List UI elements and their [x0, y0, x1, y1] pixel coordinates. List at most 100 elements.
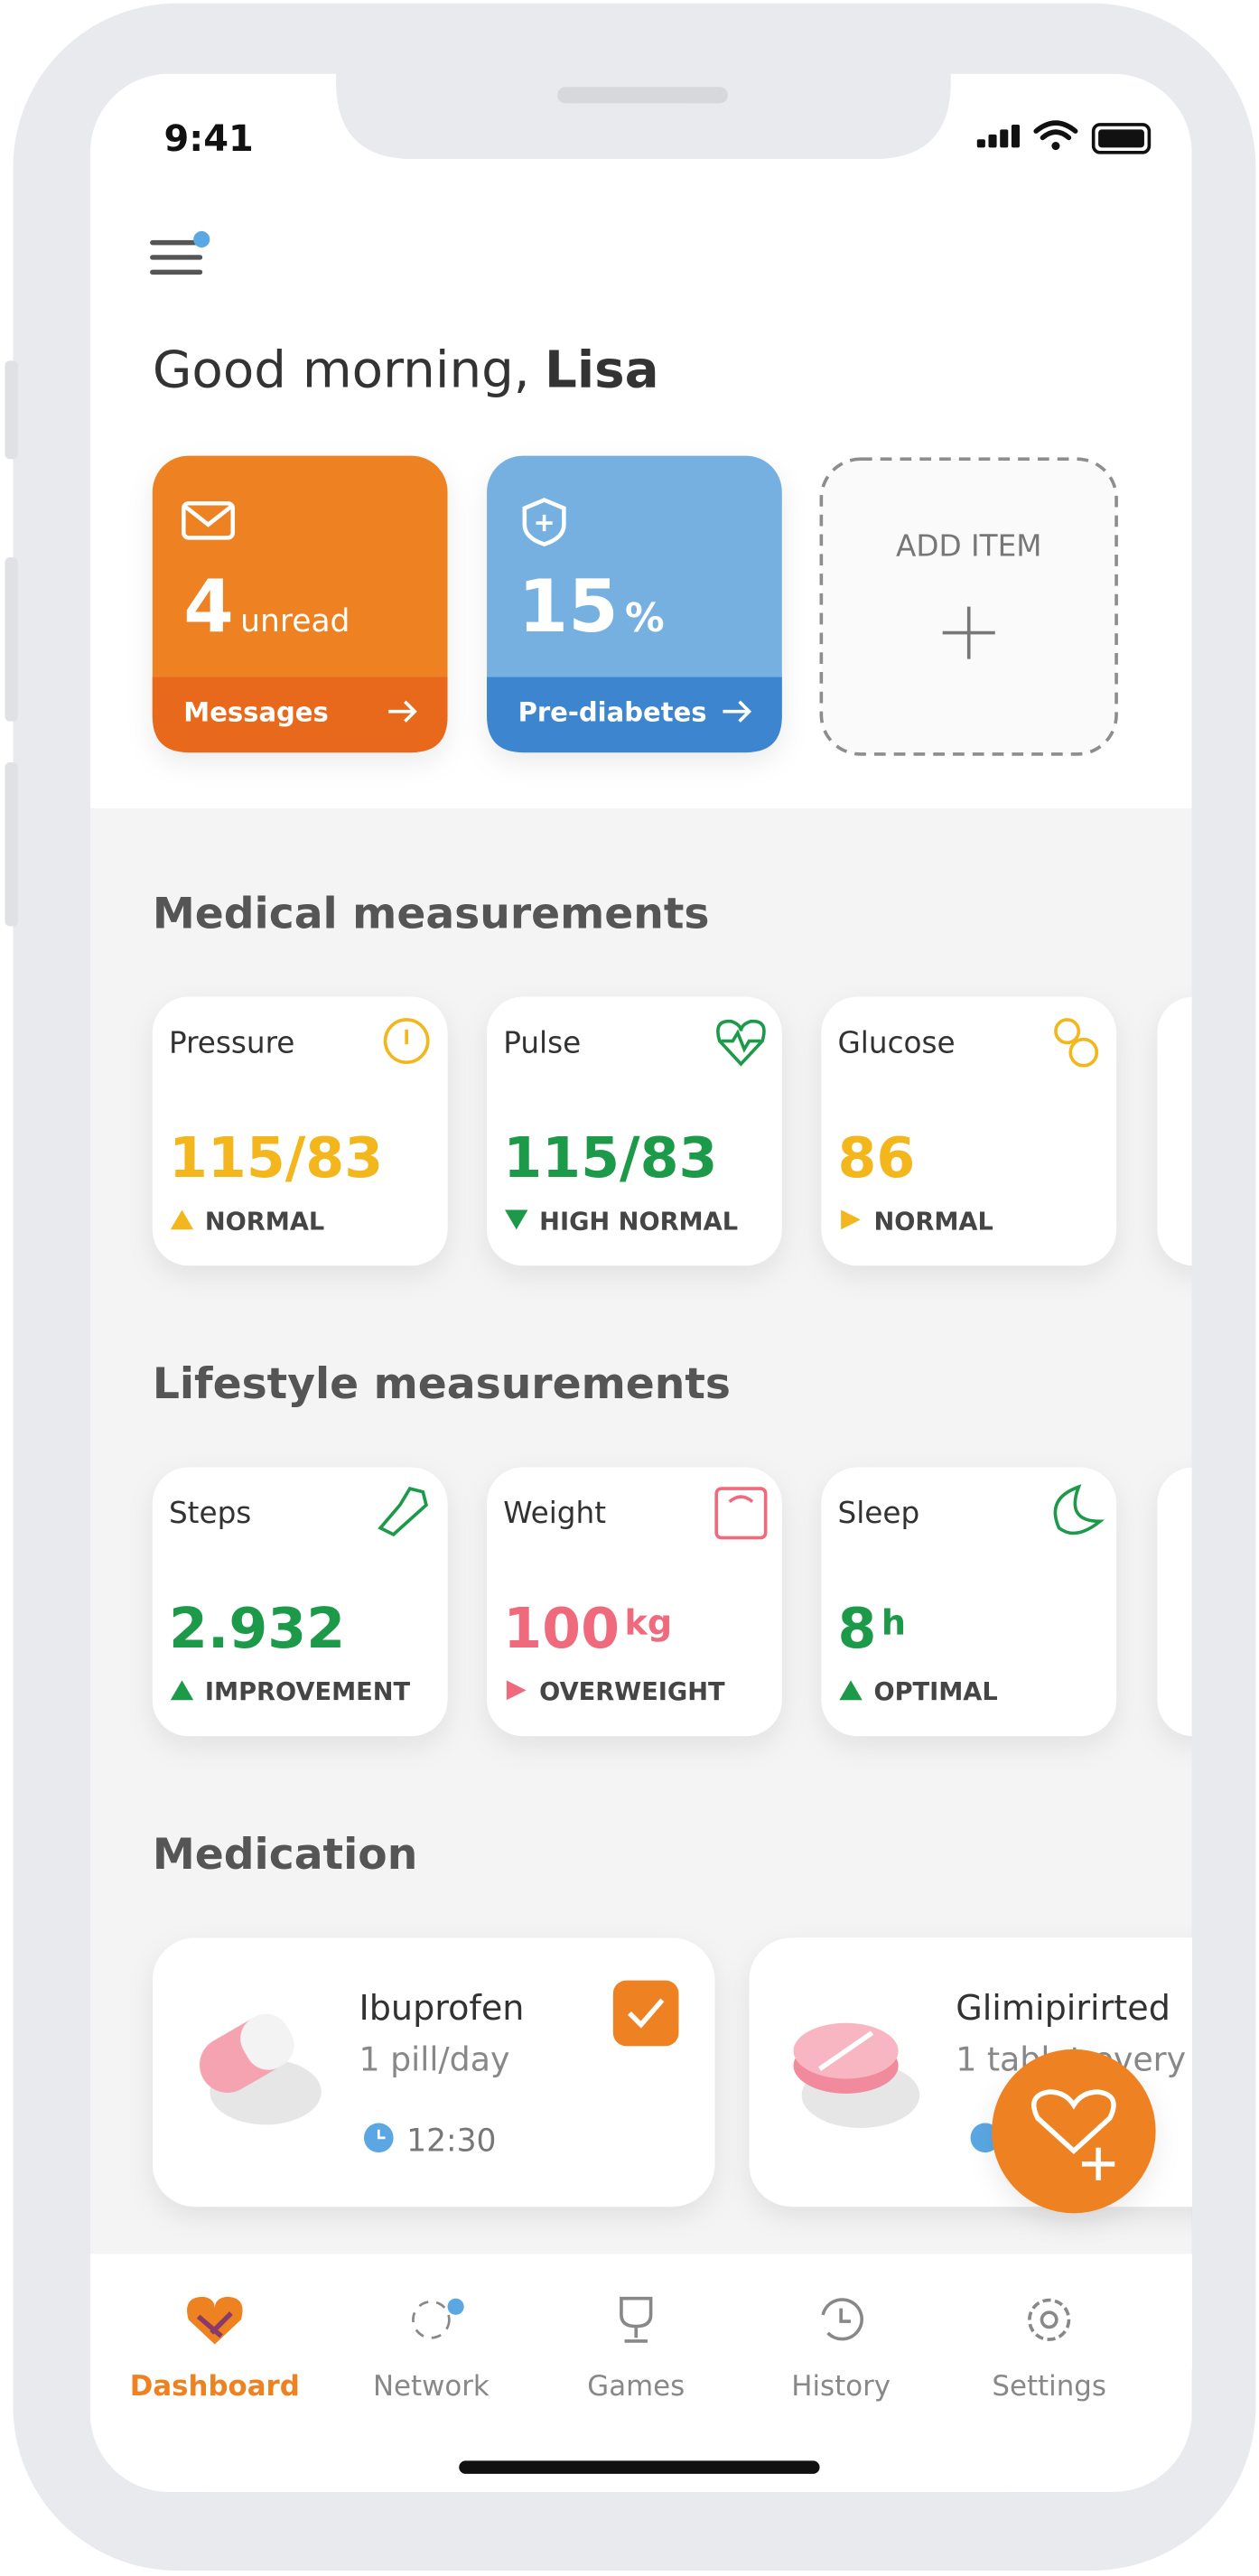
pill-half: [240, 2013, 294, 2070]
section-title: Lifestyle measurements: [153, 1359, 731, 1409]
greeting-name: Lisa: [545, 341, 659, 399]
checkbox[interactable]: [612, 1980, 679, 2047]
envelope-flap: [183, 505, 233, 527]
nav-label: Games: [587, 2370, 685, 2403]
fab-bg: [992, 2049, 1156, 2214]
status-triangle: [170, 1680, 194, 1701]
clock-hands: [377, 2129, 386, 2140]
card-arrow: [388, 700, 417, 723]
add-fab[interactable]: [992, 2049, 1156, 2214]
nav-item[interactable]: History: [791, 2298, 891, 2403]
measurement-name: Glucose: [838, 1025, 956, 1059]
value: 115/83: [503, 1125, 717, 1190]
nav-icon: [1028, 2298, 1071, 2341]
icon: [716, 1019, 766, 1067]
signal-bar: [1011, 124, 1020, 148]
measurement-card[interactable]: Pressure 115/83 NORMAL: [152, 996, 448, 1266]
measurement-card[interactable]: Pulse 115/83 HIGH NORMAL: [487, 996, 782, 1266]
medication-name: Ibuprofen: [359, 1988, 525, 2028]
nav-item[interactable]: Network: [373, 2298, 490, 2403]
side-button: [5, 762, 18, 927]
card-number: 4: [183, 565, 234, 649]
speaker: [557, 87, 728, 104]
card-value: 15%: [518, 565, 665, 649]
icon: [714, 1487, 768, 1540]
measurement-card[interactable]: Glucose 86 NORMAL: [821, 996, 1117, 1266]
side-button: [5, 360, 18, 460]
summary-card[interactable]: 4 unread Messages: [152, 455, 448, 753]
medication-dose: 1 pill/day: [359, 2039, 510, 2078]
checkmark: [628, 1998, 665, 2029]
nav-icon-center: [1040, 2310, 1058, 2329]
battery-level: [1098, 129, 1144, 148]
card-bg: [821, 996, 1117, 1266]
card-partial: [1157, 996, 1192, 1266]
card-unit: unread: [240, 603, 350, 639]
signal-bar: [988, 134, 997, 148]
add-item-label: ADD ITEM: [896, 528, 1041, 563]
measurement-name: Pulse: [503, 1025, 581, 1059]
greeting: Good morning, Lisa: [153, 341, 659, 399]
status-time: 9:41: [164, 118, 254, 160]
status-triangle: [506, 1680, 527, 1701]
card-label: Pre-diabetes: [518, 697, 707, 728]
card-bg: [152, 1467, 448, 1737]
measurement-status: HIGH NORMAL: [539, 1208, 738, 1236]
nav-icon: [620, 2296, 653, 2343]
value: 86: [838, 1125, 916, 1190]
fab-icon: [1031, 2089, 1116, 2155]
medication-name: Glimipirirted: [956, 1988, 1170, 2028]
measurement-name: Steps: [169, 1496, 251, 1530]
screen: 9:41 Good morning, Lisa 4 unread Messages 15 % P…: [89, 73, 1192, 2492]
card-partial: [1157, 1467, 1192, 1737]
measurement-value: 115/83: [503, 1125, 717, 1190]
unit: h: [881, 1603, 906, 1643]
nav-label: Settings: [992, 2370, 1106, 2403]
section-title: Medication: [153, 1830, 417, 1880]
unit: kg: [624, 1603, 672, 1643]
pill-score: [818, 2030, 874, 2071]
card-bg: [152, 1937, 715, 2207]
measurement-status: OVERWEIGHT: [539, 1678, 725, 1706]
menu-badge: [193, 230, 210, 248]
nav-label: Network: [373, 2370, 490, 2403]
section-title: Medical measurements: [153, 889, 710, 938]
nav-item[interactable]: Games: [587, 2296, 685, 2403]
measurement-status: NORMAL: [205, 1208, 324, 1236]
nav-item[interactable]: Settings: [992, 2298, 1106, 2403]
measurement-card[interactable]: Sleep 8 h OPTIMAL: [821, 1467, 1117, 1737]
icon: [378, 1486, 428, 1537]
notch: [336, 65, 951, 160]
medication-card[interactable]: 12:30 Ibuprofen 1 pill/day: [152, 1937, 715, 2207]
value: 8: [838, 1596, 877, 1661]
measurement-card[interactable]: Weight 100 kg OVERWEIGHT: [487, 1467, 782, 1737]
nav-bar: [89, 2254, 1192, 2492]
wifi-icon: [1033, 120, 1078, 141]
measurement-status: IMPROVEMENT: [205, 1678, 411, 1706]
value: 2.932: [169, 1596, 345, 1661]
measurement-status: NORMAL: [873, 1208, 993, 1236]
nav-icon: [821, 2298, 863, 2341]
fab-plus: [1081, 2147, 1115, 2181]
card-bg: [487, 996, 782, 1266]
card-value: 4 unread: [183, 565, 350, 649]
nav-icon: [412, 2300, 451, 2339]
icon: [1068, 1037, 1099, 1068]
home-indicator: [459, 2460, 820, 2474]
shield-icon: [522, 498, 566, 546]
measurement-value: 100 kg: [503, 1596, 672, 1661]
card-arrow: [723, 700, 752, 723]
value: 115/83: [169, 1125, 383, 1190]
nav-badge: [447, 2298, 464, 2315]
nav-item[interactable]: Dashboard: [130, 2296, 300, 2403]
shield-plus: [536, 514, 553, 532]
summary-card[interactable]: 15 % Pre-diabetes: [487, 455, 782, 753]
add-item-plus: [942, 606, 995, 659]
measurement-name: Pressure: [169, 1025, 294, 1059]
measurement-name: Sleep: [838, 1496, 920, 1530]
card-bg: [821, 1467, 1117, 1737]
measurement-card[interactable]: Steps 2.932 IMPROVEMENT: [152, 1467, 448, 1737]
envelope-icon: [182, 500, 236, 540]
